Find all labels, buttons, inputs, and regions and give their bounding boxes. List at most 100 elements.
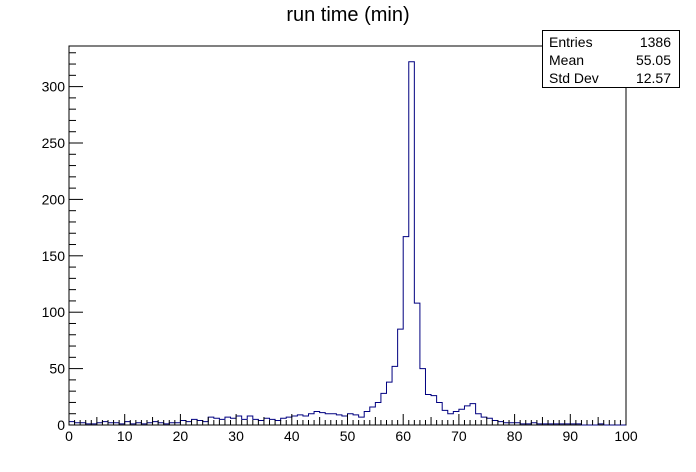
histogram-bin [554, 424, 560, 425]
histogram-bin [598, 424, 604, 425]
y-tick-label: 250 [42, 135, 66, 151]
x-tick-label: 40 [284, 428, 300, 444]
histogram-bin [414, 303, 420, 425]
histogram-bin [253, 419, 259, 425]
histogram-bin [286, 417, 292, 425]
histogram-bin [464, 406, 470, 425]
histogram-bin [153, 422, 159, 425]
histogram-bin [130, 424, 136, 425]
histogram-bin [565, 424, 571, 425]
histogram-bin [364, 411, 370, 425]
histogram-bin [526, 424, 532, 425]
histogram-bin [559, 424, 565, 425]
x-tick-label: 10 [117, 428, 133, 444]
histogram-bin [375, 402, 381, 425]
histogram-bin [297, 415, 303, 425]
histogram-bin [231, 418, 237, 425]
histogram-bin [303, 416, 309, 425]
histogram-bin [136, 423, 142, 425]
histogram-bin [576, 424, 582, 425]
y-tick-label: 300 [42, 79, 66, 95]
histogram-bin [175, 423, 181, 425]
histogram-bin [108, 423, 114, 425]
stats-value: 1386 [639, 34, 671, 50]
histogram-bin [119, 424, 125, 425]
histogram-bin [186, 422, 192, 425]
histogram-bin [503, 423, 509, 425]
stats-row-entries: Entries 1386 [549, 33, 671, 51]
stats-label: Mean [549, 52, 585, 68]
histogram-bin [208, 417, 214, 425]
histogram-bin [381, 393, 387, 425]
histogram-bin [325, 414, 331, 425]
x-tick-label: 100 [614, 428, 638, 444]
histogram-bin [392, 366, 398, 425]
histogram-bin [236, 416, 242, 425]
histogram-bin [498, 422, 504, 425]
chart-title: run time (min) [286, 4, 410, 26]
stats-value: 12.57 [635, 70, 671, 86]
histogram-bin [247, 416, 253, 425]
histogram-bin [453, 411, 459, 425]
x-tick-label: 90 [563, 428, 579, 444]
histogram-bin [69, 422, 75, 425]
histogram-bin [459, 409, 465, 425]
stats-label: Std Dev [549, 70, 599, 86]
x-tick-label: 50 [340, 428, 356, 444]
histogram-bin [197, 420, 203, 425]
x-tick-label: 60 [395, 428, 411, 444]
histogram-bin [348, 414, 354, 425]
stats-value: 55.05 [635, 52, 671, 68]
x-tick-label: 80 [507, 428, 523, 444]
plot-frame [68, 45, 627, 426]
histogram-bin [314, 411, 320, 425]
histogram-bin [114, 423, 120, 425]
histogram-bin [97, 423, 103, 425]
stats-box: Entries 1386 Mean 55.05 Std Dev 12.57 [542, 30, 680, 88]
histogram-bin [359, 417, 365, 425]
histogram-bin [331, 414, 337, 425]
histogram-bin [492, 420, 498, 425]
y-tick-label: 200 [42, 191, 66, 207]
histogram-bin [258, 420, 264, 425]
histogram-bin [548, 424, 554, 425]
y-tick-label: 100 [42, 304, 66, 320]
histogram-bin [281, 418, 287, 425]
histogram-bin [537, 424, 543, 425]
histogram-bin [141, 424, 147, 425]
histogram-bin [242, 419, 248, 425]
histogram-bin [470, 404, 476, 425]
histogram-bin [420, 369, 426, 425]
histogram-bin [180, 420, 186, 425]
histogram-bin [437, 402, 443, 425]
x-tick-label: 20 [173, 428, 189, 444]
y-tick-label: 150 [42, 248, 66, 264]
histogram-bin [342, 416, 348, 425]
x-tick-label: 30 [228, 428, 244, 444]
histogram-series [68, 61, 626, 426]
y-tick-label: 50 [49, 361, 65, 377]
histogram-bin [125, 422, 131, 425]
x-tick-label: 70 [451, 428, 467, 444]
histogram-bin [309, 414, 315, 425]
histogram-bin [192, 419, 198, 425]
histogram-bin [158, 423, 164, 425]
histogram-bin [147, 423, 153, 425]
histogram-bin [570, 424, 576, 425]
histogram-bin [476, 414, 482, 425]
histogram-bin [398, 329, 404, 425]
histogram-bin [425, 395, 431, 425]
histogram-bin [336, 415, 342, 425]
histogram-bin [86, 424, 92, 425]
histogram-bin [264, 418, 270, 425]
histogram-bin [270, 419, 276, 425]
histogram-bin [442, 410, 448, 425]
histogram-bin [386, 382, 392, 425]
histogram-bin [214, 418, 220, 425]
histogram-bin [542, 424, 548, 425]
stats-label: Entries [549, 34, 593, 50]
histogram-bin [487, 418, 493, 425]
histogram-bin [292, 416, 298, 425]
histogram-bin [409, 62, 415, 425]
